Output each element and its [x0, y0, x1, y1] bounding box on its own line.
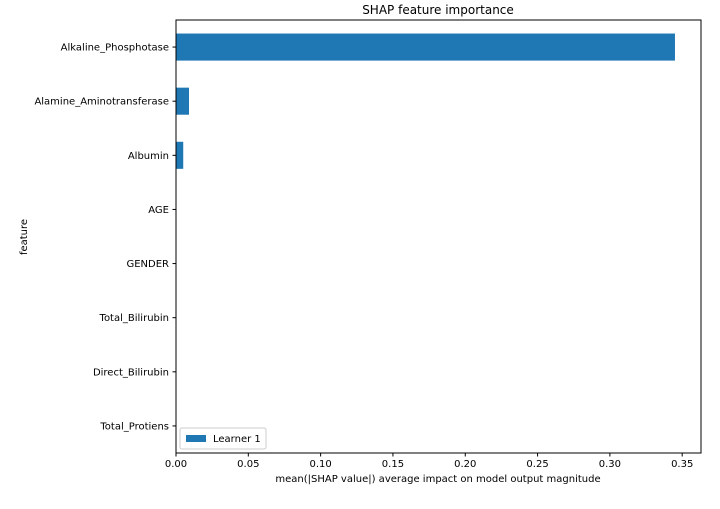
- x-tick-label: 0.00: [165, 459, 187, 470]
- y-tick-label: Alkaline_Phosphotase: [61, 43, 169, 54]
- legend-swatch: [186, 435, 206, 442]
- y-axis-label: feature: [19, 219, 30, 255]
- x-tick-label: 0.35: [671, 459, 693, 470]
- x-tick-label: 0.25: [526, 459, 548, 470]
- bar-alkaline-phosphotase: [176, 33, 675, 61]
- y-tick-label: Direct_Bilirubin: [93, 367, 169, 378]
- x-tick-label: 0.05: [237, 459, 259, 470]
- y-tick-label: GENDER: [126, 259, 169, 270]
- bar-alamine-aminotransferase: [176, 87, 190, 115]
- x-tick-label: 0.30: [599, 459, 621, 470]
- x-axis-label: mean(|SHAP value|) average impact on mod…: [275, 474, 600, 485]
- x-tick-label: 0.20: [454, 459, 476, 470]
- bars-layer: [176, 33, 675, 169]
- plot-frame: [175, 19, 702, 454]
- x-tick-label: 0.10: [309, 459, 331, 470]
- y-tick-label: Total_Bilirubin: [99, 313, 169, 324]
- bar-albumin: [176, 141, 184, 169]
- x-axis: 0.00 0.05 0.10 0.15 0.20 0.25 0.30 0.35: [165, 453, 693, 470]
- legend-box: [179, 427, 267, 450]
- y-tick-label: Total_Protiens: [99, 421, 169, 432]
- y-tick-label: AGE: [148, 205, 169, 216]
- legend: Learner 1: [179, 427, 267, 450]
- chart-title: SHAP feature importance: [362, 3, 514, 17]
- y-axis: Alkaline_Phosphotase Alamine_Aminotransfe…: [34, 43, 176, 432]
- y-tick-label: Albumin: [128, 151, 169, 162]
- legend-label: Learner 1: [213, 434, 261, 445]
- y-tick-label: Alamine_Aminotransferase: [34, 97, 169, 108]
- x-tick-label: 0.15: [382, 459, 404, 470]
